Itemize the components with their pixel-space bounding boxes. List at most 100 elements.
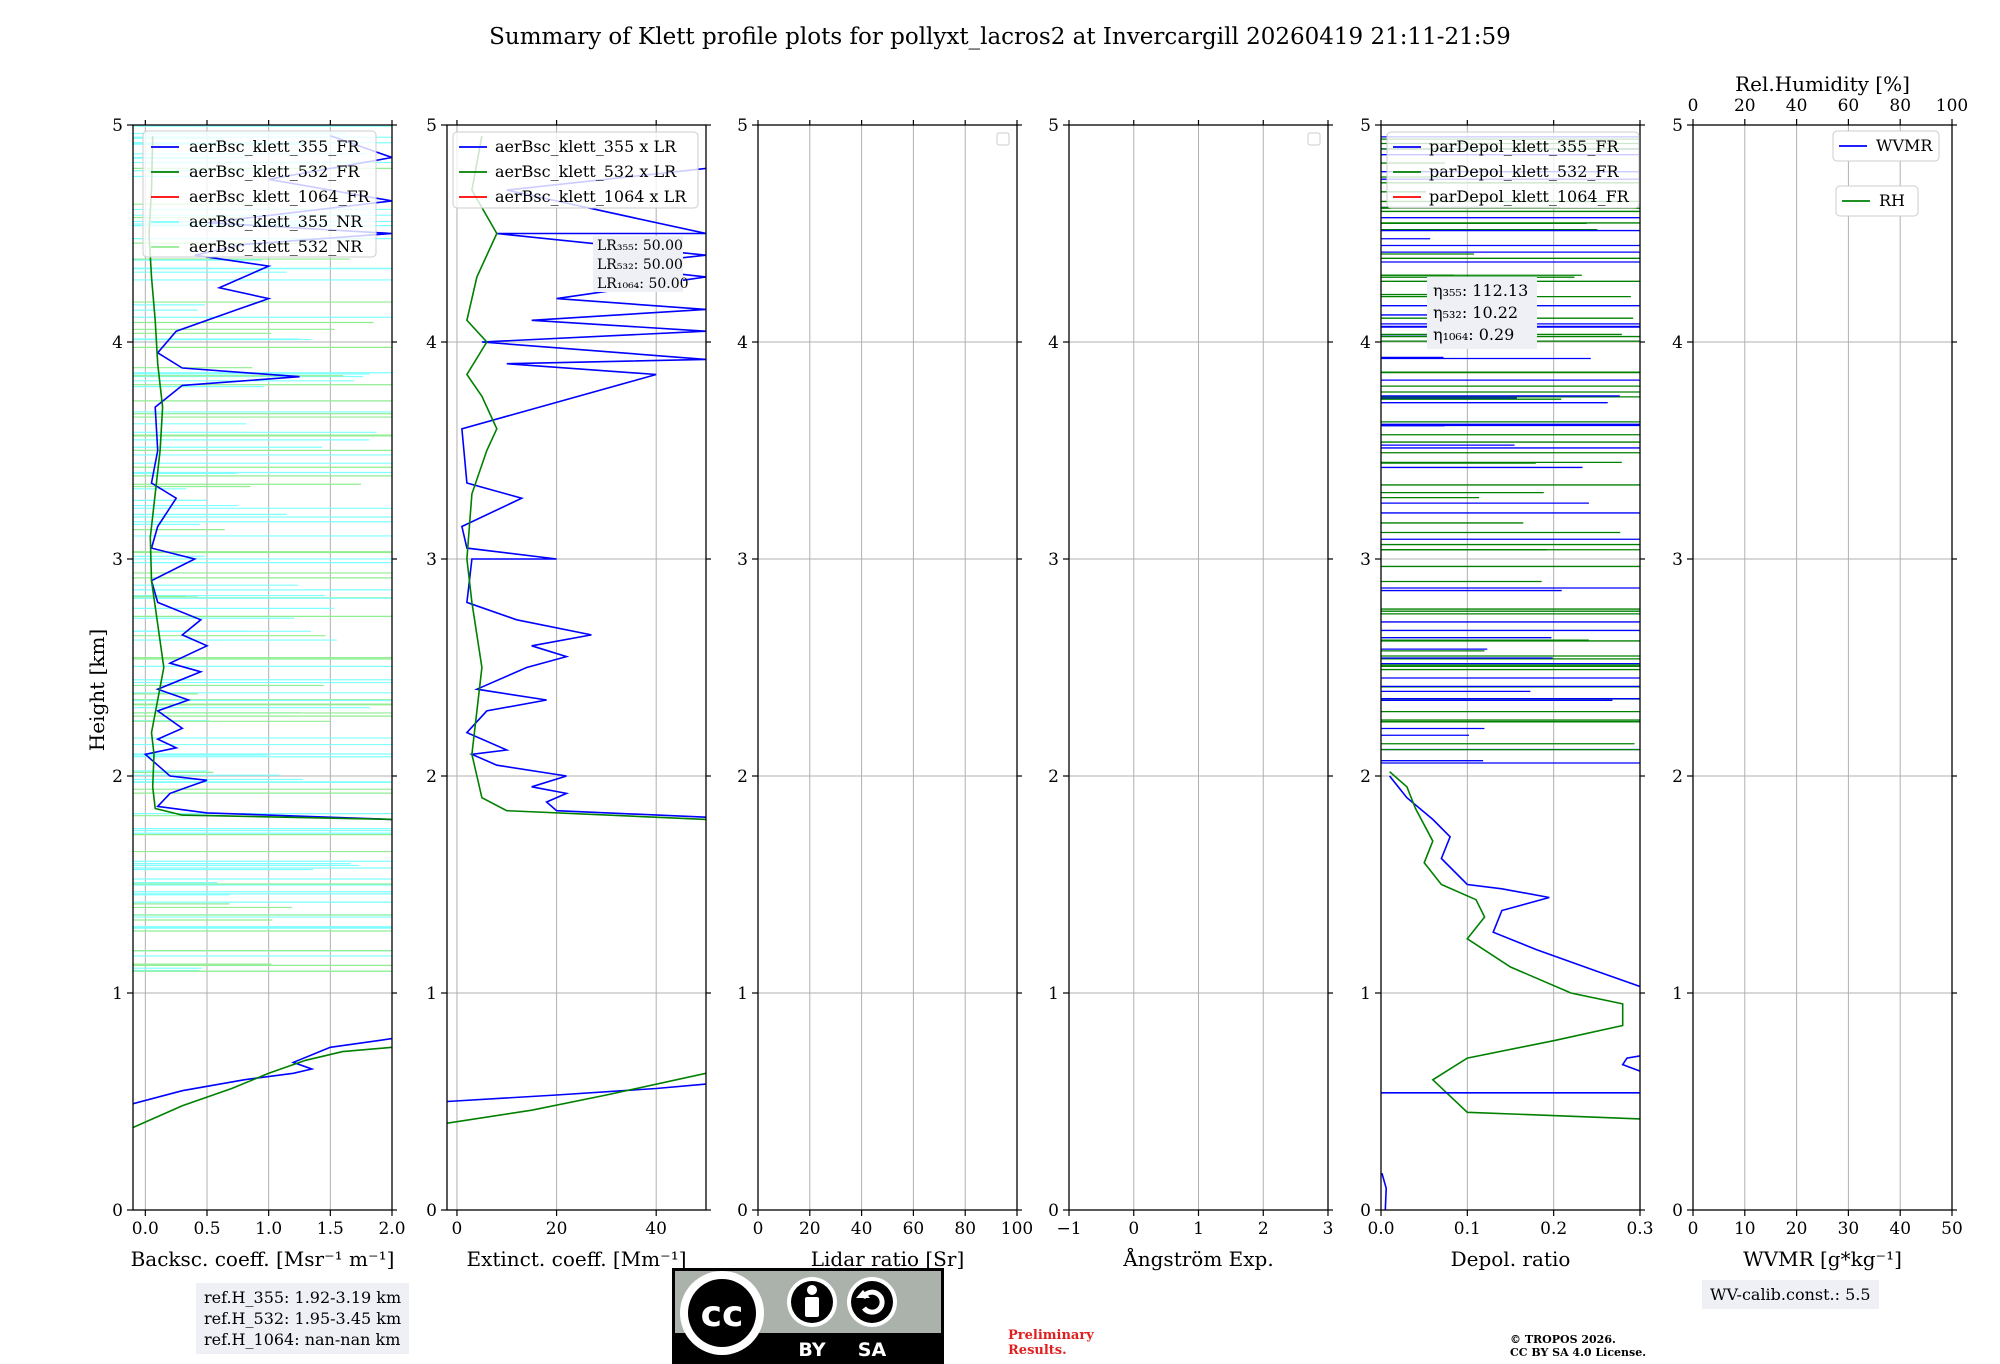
legend-label: aerBsc_klett_1064 x LR [495,187,687,206]
legend-label: parDepol_klett_1064_FR [1429,187,1630,206]
x-tick-label: 1 [1193,1219,1204,1239]
series-parDepol_klett_532_FR [1389,771,1640,1120]
annotation-line: η₁₀₆₄: 0.29 [1433,325,1514,344]
x-tick-label: 1.0 [255,1219,282,1239]
y-tick-label: 1 [112,984,123,1004]
x-axis-label: Depol. ratio [1451,1247,1571,1271]
copyright-line-1: © TROPOS 2026. [1510,1333,1616,1346]
y-tick-label: 3 [737,550,748,570]
y-tick-label: 2 [112,767,123,787]
legend-label: aerBsc_klett_532 x LR [495,162,677,181]
y-tick-label: 0 [1672,1201,1683,1221]
data-layer [133,125,392,1129]
legend-label-wvmr: WVMR [1876,136,1933,155]
series-aerBsc_klett_532_FR_upper [148,135,392,821]
x-tick-label: 40 [851,1219,873,1239]
series-aerBsc_klett_532_FR [133,1046,392,1129]
axes-frame [446,124,707,1211]
legend-label: aerBsc_klett_532_FR [189,162,360,181]
preliminary-line-1: Preliminary [1008,1328,1094,1343]
x2-tick-label: 40 [1786,96,1808,116]
legend-label: aerBsc_klett_355_FR [189,137,360,156]
lidar-ratio-annotation: LR₃₅₅: 50.00 LR₅₃₂: 50.00 LR₁₀₆₄: 50.00 [593,236,689,292]
legend-label-rh: RH [1879,191,1905,210]
y-tick-label: 1 [1672,984,1683,1004]
y-tick-label: 4 [1672,333,1683,353]
annotation-line: η₅₃₂: 10.22 [1433,303,1518,322]
x2-axis-label: Rel.Humidity [%] [1735,72,1910,96]
legend-box-wvmr [1832,130,1940,162]
copyright-line-2: CC BY SA 4.0 License. [1510,1346,1647,1359]
x-tick-label: 20 [1786,1219,1808,1239]
y-tick-label: 4 [426,333,437,353]
by-icon-body [805,1297,819,1317]
cc-inner-disk [688,1279,756,1347]
data-layer [1381,136,1640,1210]
series-parDepol_klett_355_FR_low [1381,1172,1388,1210]
x-axis-label: WVMR [g*kg⁻¹] [1743,1247,1902,1271]
ref-height-1064: ref.H_1064: nan-nan km [204,1330,401,1349]
preliminary-results-note: Preliminary Results. [1008,1328,1094,1358]
empty-legend-box [996,132,1010,146]
x-tick-label: 0 [1128,1219,1139,1239]
y-tick-label: 3 [1672,550,1683,570]
x-tick-label: 40 [1889,1219,1911,1239]
axes-frame [757,124,1018,1211]
x-tick-label: 0 [1688,1219,1699,1239]
legend-label: aerBsc_klett_355_NR [189,212,363,231]
x-tick-label: 30 [1838,1219,1860,1239]
figure-title: Summary of Klett profile plots for polly… [489,24,1511,50]
legend-box [1386,131,1640,209]
by-icon-head [807,1285,817,1295]
copyright-note: © TROPOS 2026. CC BY SA 4.0 License. [1510,1333,1646,1359]
preliminary-line-2: Results. [1008,1343,1067,1358]
eta-annotation: η₃₅₅: 112.13 η₅₃₂: 10.22 η₁₀₆₄: 0.29 [1427,277,1537,349]
legend-box [452,131,699,209]
legend-box [142,130,377,258]
annotation-line: LR₅₃₂: 50.00 [597,257,683,273]
x-tick-label: 0.1 [1454,1219,1481,1239]
series-parDepol_355_spike [1621,1055,1640,1072]
x2-tick-label: 20 [1734,96,1756,116]
x-tick-label: 40 [645,1219,667,1239]
panel-depol: 0.0 0.1 0.2 0.3 0 1 2 3 4 5 Depol. ratio parDepol_k… [1360,116,1653,1271]
x2-tick-label: 100 [1936,96,1968,116]
y-axis-label: Height [km] [85,629,109,751]
y-tick-label: 5 [112,116,123,136]
axes-frame [1380,124,1641,1211]
y-tick-label: 3 [426,550,437,570]
y-tick-label: 4 [737,333,748,353]
by-label: BY [798,1339,825,1361]
ref-height-355: ref.H_355: 1.92-3.19 km [204,1288,402,1307]
wv-calibration-box: WV-calib.const.: 5.5 [1702,1280,1879,1309]
x-axis-label: Lidar ratio [Sr] [811,1247,965,1271]
y-tick-label: 4 [1048,333,1059,353]
reference-heights-box: ref.H_355: 1.92-3.19 km ref.H_532: 1.95-… [196,1283,410,1354]
wv-calibration-constant: WV-calib.const.: 5.5 [1710,1285,1871,1304]
axes-frame [1692,124,1953,1211]
series-aerBsc_klett_355_FR_upper [143,135,392,821]
annotation-box [1427,277,1537,349]
x-tick-label: 0.5 [193,1219,220,1239]
annotation-line: LR₁₀₆₄: 50.00 [597,276,689,292]
y-tick-label: 2 [1048,767,1059,787]
y-tick-label: 1 [1048,984,1059,1004]
y-tick-label: 1 [1360,984,1371,1004]
y-tick-label: 3 [1048,550,1059,570]
legend-label: parDepol_klett_532_FR [1429,162,1620,181]
annotation-line: LR₃₅₅: 50.00 [597,238,683,254]
empty-legend-box [1307,132,1321,146]
axes-frame [132,124,393,1211]
sa-icon-arrow [860,1289,885,1315]
panel-backscatter: 0.0 0.5 1.0 1.5 2.0 0 1 2 3 4 5 Backsc. coeff. [Msr… [112,116,405,1271]
y-tick-label: 5 [1672,116,1683,136]
series-aerBsc_klett_355 x LR [447,1083,706,1103]
x-tick-label: 80 [954,1219,976,1239]
x-tick-label: 2 [1258,1219,1269,1239]
series-parDepol_klett_355_FR [1388,775,1640,988]
x-tick-label: 20 [546,1219,568,1239]
panel-wvmr: 0 10 20 30 40 50 0 1 2 3 4 5 WVMR [g*kg⁻¹] 0 20 40 60 80 1… [1672,72,1968,1271]
x-axis-label: Backsc. coeff. [Msr⁻¹ m⁻¹] [131,1247,395,1271]
